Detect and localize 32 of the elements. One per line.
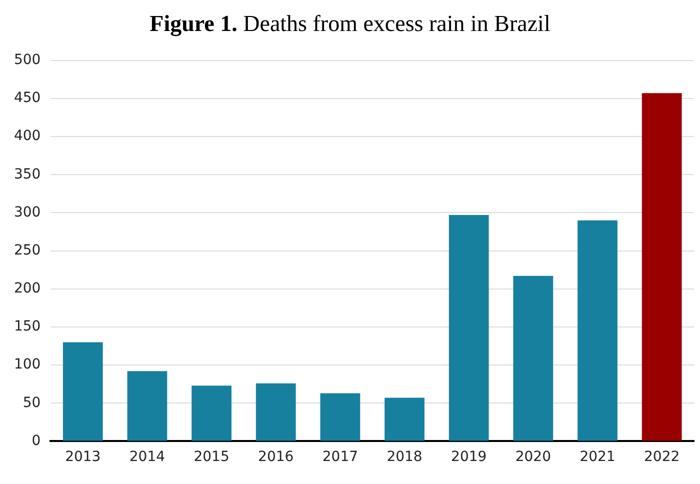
y-tick-label: 300 <box>14 204 41 220</box>
bar <box>192 386 232 441</box>
x-tick-label: 2019 <box>451 449 487 466</box>
x-tick-label: 2014 <box>129 449 166 466</box>
x-tick-label: 2022 <box>644 449 680 466</box>
bar <box>320 393 360 441</box>
y-tick-label: 250 <box>14 242 41 258</box>
bar <box>513 276 554 441</box>
x-tick-label: 2018 <box>386 449 422 466</box>
y-tick-label: 150 <box>14 318 41 335</box>
y-tick-label: 400 <box>14 128 41 144</box>
y-tick-label: 0 <box>32 432 41 449</box>
bar <box>62 342 103 441</box>
y-tick-label: 350 <box>14 166 41 182</box>
y-tick-label: 500 <box>14 52 41 68</box>
chart-title: Figure 1. Deaths from excess rain in Brazil <box>148 10 552 38</box>
y-tick-label: 450 <box>14 90 41 106</box>
x-tick-label: 2021 <box>580 449 616 466</box>
x-tick-label: 2013 <box>65 449 101 466</box>
bar <box>256 383 296 441</box>
y-tick-label: 200 <box>14 280 41 297</box>
bar <box>578 220 618 441</box>
x-tick-label: 2016 <box>258 449 294 466</box>
bar <box>384 398 424 441</box>
x-tick-label: 2020 <box>515 449 551 466</box>
y-tick-label: 50 <box>22 394 41 411</box>
y-tick-label: 100 <box>14 356 41 373</box>
bar <box>448 215 489 441</box>
x-tick-label: 2017 <box>322 449 358 466</box>
bar <box>127 371 168 441</box>
x-tick-label: 2015 <box>194 449 230 466</box>
bar <box>642 93 682 441</box>
